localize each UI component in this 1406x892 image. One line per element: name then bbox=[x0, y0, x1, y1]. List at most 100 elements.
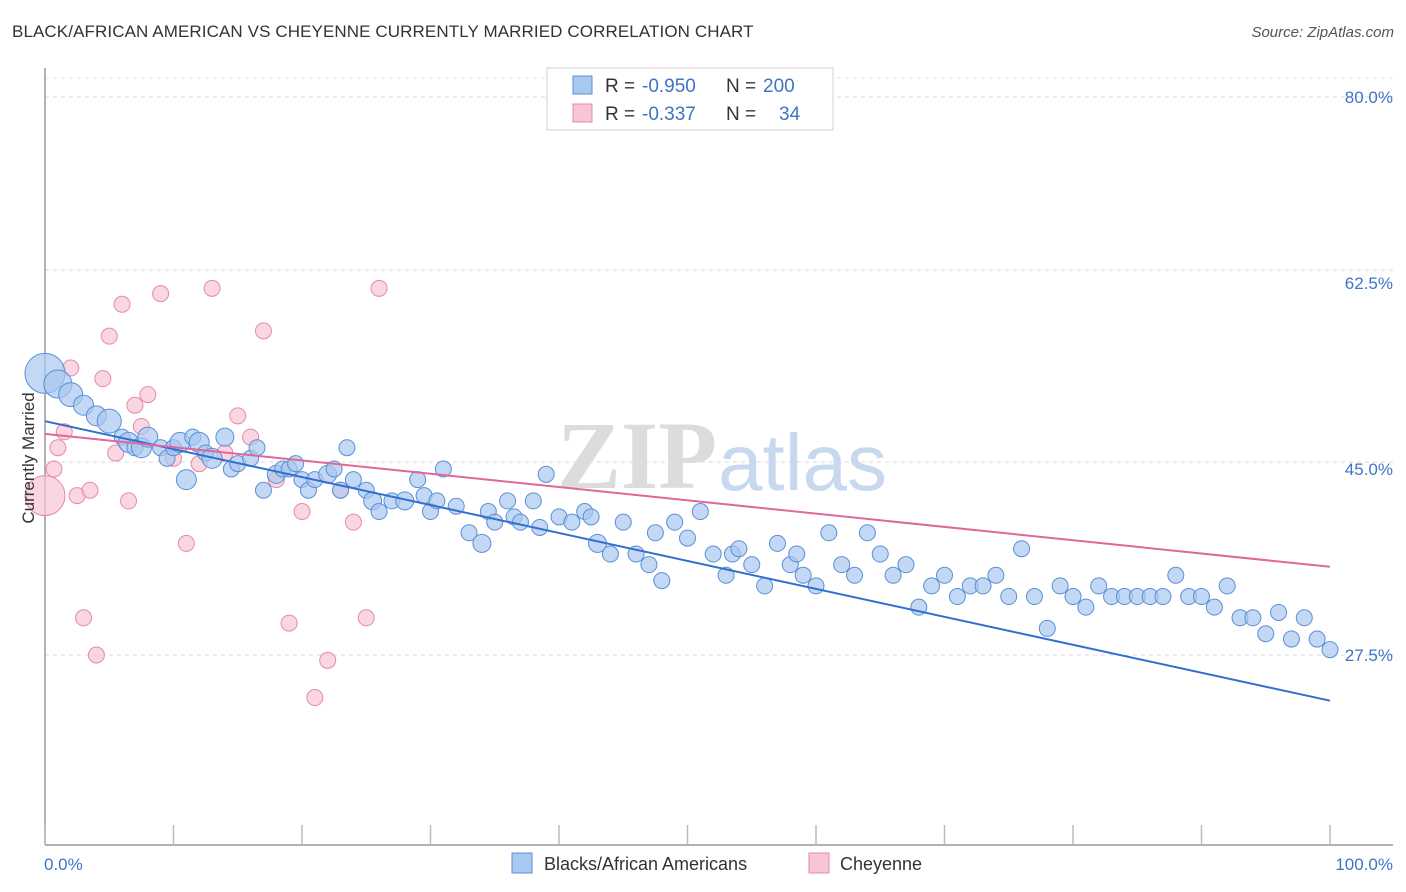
black-point bbox=[1154, 588, 1172, 606]
black-point bbox=[653, 572, 671, 590]
black-point bbox=[1257, 625, 1275, 643]
black-point bbox=[434, 460, 452, 478]
cheyenne-point bbox=[139, 386, 157, 404]
black-trend-line bbox=[44, 420, 1331, 702]
black-point bbox=[923, 577, 941, 595]
y-tick-labels: 27.5% 45.0% 62.5% 80.0% bbox=[1345, 88, 1393, 665]
black-point bbox=[936, 566, 953, 584]
cheyenne-point bbox=[87, 646, 105, 664]
black-point bbox=[1205, 598, 1223, 616]
cheyenne-point bbox=[100, 327, 118, 345]
black-point bbox=[370, 503, 388, 521]
legend-n-value-1: 200 bbox=[763, 76, 795, 97]
cheyenne-point bbox=[203, 279, 221, 297]
black-point bbox=[846, 566, 864, 584]
cheyenne-point bbox=[113, 295, 131, 313]
black-point bbox=[974, 577, 992, 595]
black-points bbox=[24, 352, 1339, 659]
black-point bbox=[730, 540, 748, 558]
legend-r-label-1: R = bbox=[605, 76, 635, 97]
black-point bbox=[679, 529, 696, 547]
bottom-legend-label-pink: Cheyenne bbox=[840, 854, 922, 874]
legend-swatch-blue bbox=[572, 75, 593, 95]
black-point bbox=[614, 513, 632, 531]
y-axis-label: Currently Married bbox=[19, 392, 38, 523]
legend-n-label-1: N = bbox=[726, 76, 756, 97]
cheyenne-point bbox=[357, 609, 375, 627]
legend-box: R = -0.950 N = 200 R = -0.337 N = 34 bbox=[546, 67, 834, 131]
cheyenne-point bbox=[107, 444, 125, 462]
black-point bbox=[897, 556, 915, 574]
cheyenne-point bbox=[126, 396, 144, 414]
bottom-legend-swatch-blue bbox=[511, 852, 533, 874]
black-point bbox=[175, 469, 197, 491]
black-point bbox=[756, 577, 774, 595]
black-point bbox=[1038, 619, 1056, 637]
black-point bbox=[582, 508, 600, 526]
cheyenne-point bbox=[293, 503, 311, 521]
x-tick-label-start: 0.0% bbox=[44, 855, 83, 874]
cheyenne-point bbox=[370, 279, 388, 297]
legend-r-value-1: -0.950 bbox=[642, 76, 696, 97]
black-point bbox=[1321, 641, 1339, 659]
black-point bbox=[524, 492, 542, 510]
cheyenne-point bbox=[45, 460, 63, 478]
black-point bbox=[833, 556, 851, 574]
black-point bbox=[287, 455, 305, 473]
black-point bbox=[1077, 598, 1095, 616]
black-point bbox=[1000, 588, 1018, 606]
black-point bbox=[460, 524, 478, 542]
black-point bbox=[1308, 630, 1326, 648]
x-tick-marks bbox=[44, 825, 1331, 845]
black-point bbox=[254, 481, 272, 499]
black-point bbox=[1090, 577, 1108, 595]
black-point bbox=[1244, 609, 1262, 627]
legend-r-value-2: -0.337 bbox=[642, 104, 696, 125]
chart-title: BLACK/AFRICAN AMERICAN VS CHEYENNE CURRE… bbox=[12, 22, 754, 41]
cheyenne-point bbox=[120, 492, 138, 510]
black-point bbox=[248, 439, 266, 457]
black-point bbox=[1282, 630, 1300, 648]
watermark-atlas: atlas bbox=[718, 418, 887, 507]
legend-n-value-2: 34 bbox=[779, 104, 801, 125]
cheyenne-point bbox=[306, 689, 324, 707]
black-point bbox=[1218, 577, 1236, 595]
legend-n-label-2: N = bbox=[726, 104, 756, 125]
black-point bbox=[1051, 577, 1069, 595]
black-point bbox=[768, 534, 786, 552]
cheyenne-point bbox=[319, 651, 337, 669]
black-point bbox=[215, 427, 235, 447]
black-point bbox=[472, 533, 492, 553]
black-point bbox=[338, 439, 356, 457]
black-point bbox=[820, 524, 838, 542]
cheyenne-point bbox=[254, 322, 272, 340]
black-point bbox=[563, 513, 581, 531]
watermark-zip: ZIP bbox=[557, 402, 717, 509]
cheyenne-trend-line bbox=[44, 432, 1331, 568]
black-point bbox=[871, 545, 889, 563]
black-point bbox=[640, 556, 658, 574]
black-point bbox=[344, 471, 362, 489]
bottom-legend-label-blue: Blacks/African Americans bbox=[544, 854, 747, 874]
cheyenne-point bbox=[344, 513, 362, 531]
black-point bbox=[987, 566, 1005, 584]
black-point bbox=[486, 513, 504, 531]
legend-r-label-2: R = bbox=[605, 104, 635, 125]
y-tick-label: 80.0% bbox=[1345, 88, 1393, 107]
cheyenne-point bbox=[24, 475, 66, 517]
black-point bbox=[717, 566, 735, 584]
cheyenne-point bbox=[49, 439, 67, 457]
black-point bbox=[743, 556, 761, 574]
black-point bbox=[1064, 588, 1082, 606]
bottom-legend-swatch-pink bbox=[808, 852, 830, 874]
x-tick-label-end: 100.0% bbox=[1335, 855, 1393, 874]
black-point bbox=[884, 566, 902, 584]
black-point bbox=[1295, 609, 1313, 627]
black-point bbox=[948, 588, 966, 606]
black-point bbox=[666, 513, 684, 531]
cheyenne-point bbox=[229, 407, 247, 425]
y-tick-label: 62.5% bbox=[1345, 274, 1393, 293]
source-label: Source: ZipAtlas.com bbox=[1251, 24, 1394, 41]
black-point bbox=[807, 577, 825, 595]
